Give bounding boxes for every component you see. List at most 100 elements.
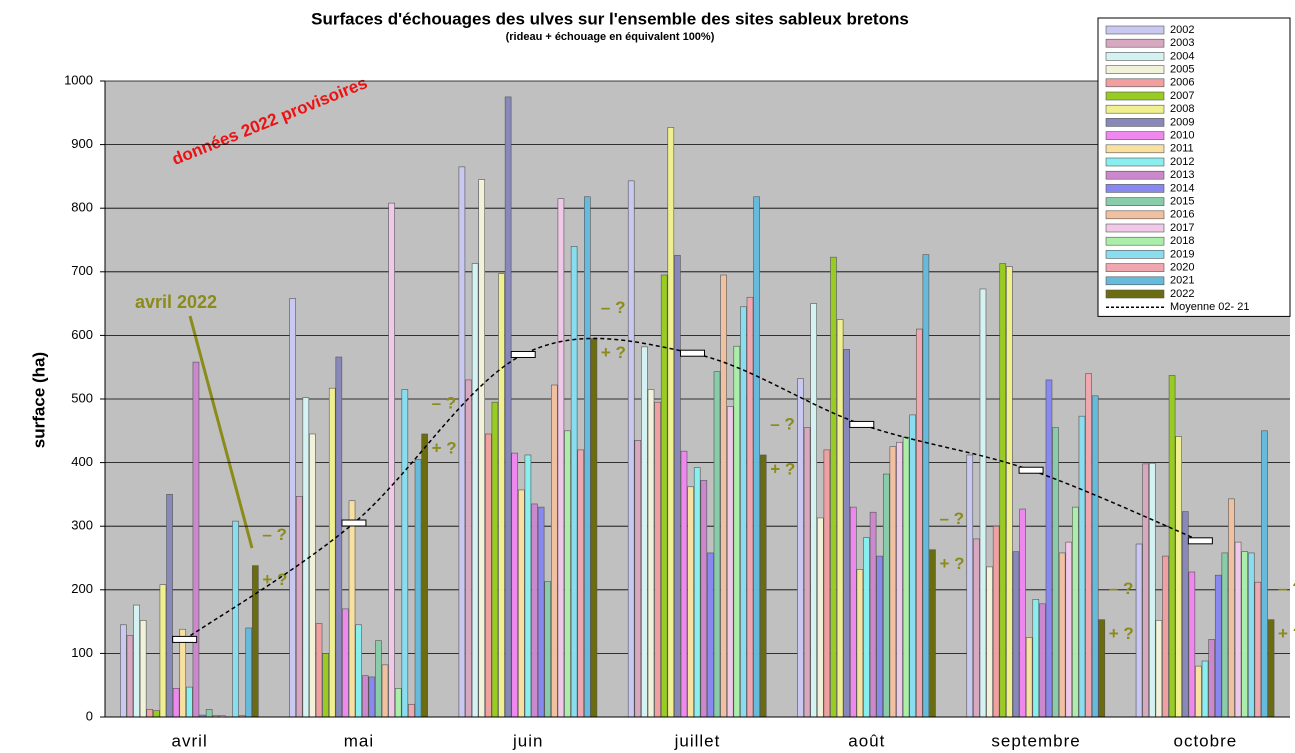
bar [309,433,316,718]
bar [1019,508,1026,718]
bar [660,274,668,718]
bar [740,306,747,718]
bar [133,604,140,718]
legend-swatch [1105,289,1165,299]
bar [1091,395,1099,718]
bar [126,635,134,718]
uncertainty-minus: – ? [1109,579,1134,598]
uncertainty-plus: + ? [939,554,964,573]
average-marker [510,350,536,358]
average-marker [1187,537,1213,545]
bar [746,296,754,718]
average-marker [849,420,875,428]
x-tick-label: août [848,731,885,750]
bar [929,549,936,718]
bar [700,480,708,718]
legend-swatch [1105,170,1165,180]
average-marker [172,635,198,643]
bar [1168,375,1176,718]
legend-swatch [1105,197,1165,206]
average-marker [341,519,367,527]
bar [654,401,661,718]
bar [524,454,532,718]
bar [1254,581,1262,718]
bar [328,387,336,718]
bar [922,254,930,718]
y-tick-label: 500 [71,390,93,405]
bar [1012,551,1020,718]
bar [368,676,376,718]
bar [810,303,817,718]
uncertainty-plus: + ? [1109,624,1134,643]
legend-swatch [1105,236,1165,246]
april-arrow [188,315,254,549]
x-tick-label: juillet [674,731,721,750]
bar [186,686,193,718]
bar [381,664,389,718]
bar [394,688,402,718]
legend-swatch [1105,250,1165,259]
average-marker [1018,466,1044,474]
bar [843,349,850,718]
bar [836,319,844,718]
bar [647,389,655,718]
chart-subtitle: (rideau + échouage en équivalent 100%) [506,31,715,43]
uncertainty-minus: – ? [262,525,287,544]
bar [388,202,395,718]
bar [869,511,877,718]
bar [471,263,479,718]
bar [986,566,993,718]
bar [584,196,591,718]
legend-label: 2002 [1170,24,1194,36]
bar [153,710,160,718]
bar [504,96,512,718]
uncertainty-minus: – ? [601,298,626,317]
bar [966,454,974,718]
bar [375,640,382,718]
bar [713,371,721,718]
bar [1006,266,1013,718]
bar [1261,430,1268,718]
bar [120,624,127,718]
bar [289,298,296,718]
x-tick-label: juin [512,731,543,750]
bar [295,496,303,718]
uncertainty-minus: – ? [432,393,457,412]
bar [674,254,681,718]
legend-label: 2022 [1170,288,1194,300]
bar [909,414,916,718]
legend-swatch [1105,184,1165,193]
bar [1188,571,1196,718]
y-tick-label: 600 [71,327,93,342]
bar [205,709,213,718]
bar [342,608,349,718]
legend-label: 2006 [1170,77,1194,89]
x-tick-label: mai [344,731,374,750]
legend-label: 2018 [1170,235,1194,247]
bar [882,473,890,718]
bar [458,166,466,718]
bar [1234,541,1242,718]
bar [693,467,701,718]
bar [753,196,760,718]
bar [511,452,519,718]
bar [166,494,173,718]
bar [823,449,831,718]
y-tick-label: 100 [71,645,93,660]
legend-swatch [1105,157,1165,167]
bar [1228,498,1235,718]
legend-swatch [1105,276,1165,286]
bar [902,436,910,718]
bar [1148,462,1156,718]
bar [531,503,538,718]
uncertainty-plus: + ? [601,343,626,362]
bar [634,440,642,718]
bar [348,500,356,718]
bar [1135,543,1143,718]
legend-label: Moyenne 02- 21 [1170,301,1250,313]
uncertainty-plus: + ? [770,459,795,478]
bar [315,623,323,718]
bar [361,675,369,718]
bar [1032,599,1040,718]
